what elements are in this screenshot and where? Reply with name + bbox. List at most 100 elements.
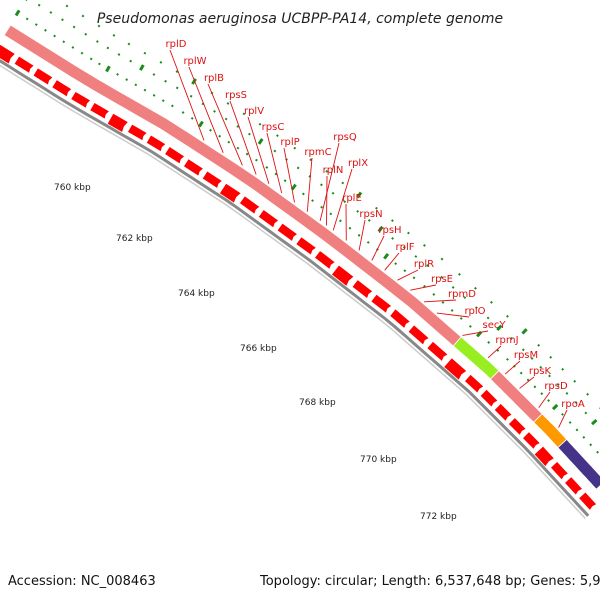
gene-label: secY (483, 320, 507, 331)
tick-mark (432, 293, 436, 296)
tick-mark (226, 102, 230, 105)
gene-label: rplO (464, 306, 485, 317)
kbp-label: 770 kbp (360, 455, 397, 465)
gene-label: rpmD (448, 289, 476, 300)
tick-mark (49, 11, 53, 14)
gene-label: rpsN (359, 209, 382, 220)
tick-mark (367, 219, 371, 222)
tick-mark (394, 262, 398, 266)
tick-mark (463, 296, 467, 300)
tick-mark (218, 134, 222, 138)
tick-mark (468, 325, 472, 328)
gene-leader-lines (169, 49, 568, 428)
tick-mark (458, 272, 461, 276)
cds-arrow (295, 236, 317, 256)
tick-mark (575, 428, 579, 432)
tick-mark (209, 128, 212, 132)
feature-band (3, 24, 600, 490)
cds-arrow (407, 324, 430, 346)
tick-mark (236, 146, 240, 150)
tick-mark (402, 246, 406, 249)
leader-line (504, 360, 521, 375)
tick-mark (265, 166, 269, 169)
tick-mark (490, 300, 493, 304)
tick-mark (227, 140, 231, 144)
cds-arrow (201, 170, 223, 189)
tick-mark (127, 42, 131, 46)
tick-mark (338, 219, 342, 223)
tick-mark (551, 403, 559, 411)
tick-mark (97, 24, 101, 28)
leader-line (436, 312, 470, 318)
backbone-line (0, 64, 586, 520)
tick-mark (540, 392, 544, 396)
gene-label: rpmC (304, 147, 331, 158)
gene-label: rplB (204, 73, 224, 84)
gene-label: rpsE (431, 274, 453, 285)
tick-mark (548, 374, 551, 378)
gene-label: rpsC (262, 122, 285, 133)
tick-mark (325, 169, 329, 173)
tick-mark (44, 28, 47, 32)
cds-arrow (13, 55, 35, 74)
leader-line (207, 83, 243, 166)
tick-mark (296, 166, 300, 170)
cds-arrow (89, 102, 110, 120)
gene-label: rplE (342, 193, 362, 204)
tick-mark (521, 328, 528, 335)
tick-mark (440, 275, 443, 279)
map-title: Pseudomonas aeruginosa UCBPP-PA14, compl… (97, 11, 503, 27)
tick-mark (96, 40, 99, 43)
cds-arrow (183, 158, 204, 177)
cds-arrow (276, 222, 298, 242)
cds-arrow (443, 357, 468, 381)
tick-mark (383, 252, 390, 260)
tick-mark (486, 316, 490, 320)
leader-line (306, 157, 313, 212)
tick-mark (198, 120, 204, 128)
tick-mark (391, 237, 394, 240)
tick-mark (547, 399, 551, 402)
gene-label: rpsQ (333, 132, 357, 143)
cds-arrow (219, 182, 242, 204)
tick-mark (98, 62, 101, 66)
leader-line (229, 100, 257, 175)
cds-arrow (314, 250, 336, 270)
tick-mark (71, 46, 75, 49)
tick-mark (84, 32, 88, 36)
leader-line (169, 49, 205, 141)
tick-mark (248, 132, 251, 136)
cds-arrow (331, 264, 355, 287)
tick-mark (441, 301, 445, 304)
leader-line (332, 168, 353, 231)
tick-mark (530, 357, 534, 360)
feature-band-segment (557, 438, 600, 490)
tick-mark (412, 276, 416, 280)
cds-arrow (493, 403, 513, 422)
cds-arrow (578, 491, 598, 511)
accession-text: Accession: NC_008463 (8, 574, 156, 589)
leader-line (188, 66, 224, 154)
cds-arrow (533, 445, 555, 468)
tick-mark (475, 306, 478, 310)
tick-mark (391, 219, 394, 223)
tick-mark (62, 40, 66, 44)
cds-arrows (0, 44, 598, 511)
kbp-label: 760 kbp (54, 183, 91, 193)
tick-mark (293, 146, 297, 150)
tick-mark (134, 83, 138, 87)
tick-mark (125, 78, 129, 81)
gene-label: rplP (280, 137, 299, 148)
cds-arrow (257, 209, 280, 229)
cds-arrow (370, 293, 393, 314)
tick-mark (213, 110, 216, 113)
tick-mark (143, 51, 147, 55)
tick-mark (224, 117, 228, 121)
tick-mark (596, 450, 599, 454)
tick-mark (301, 192, 305, 196)
tick-mark (273, 149, 277, 153)
tick-mark (242, 112, 246, 116)
tick-mark (161, 99, 165, 103)
cds-arrow (479, 389, 499, 408)
tick-mark (533, 385, 537, 389)
